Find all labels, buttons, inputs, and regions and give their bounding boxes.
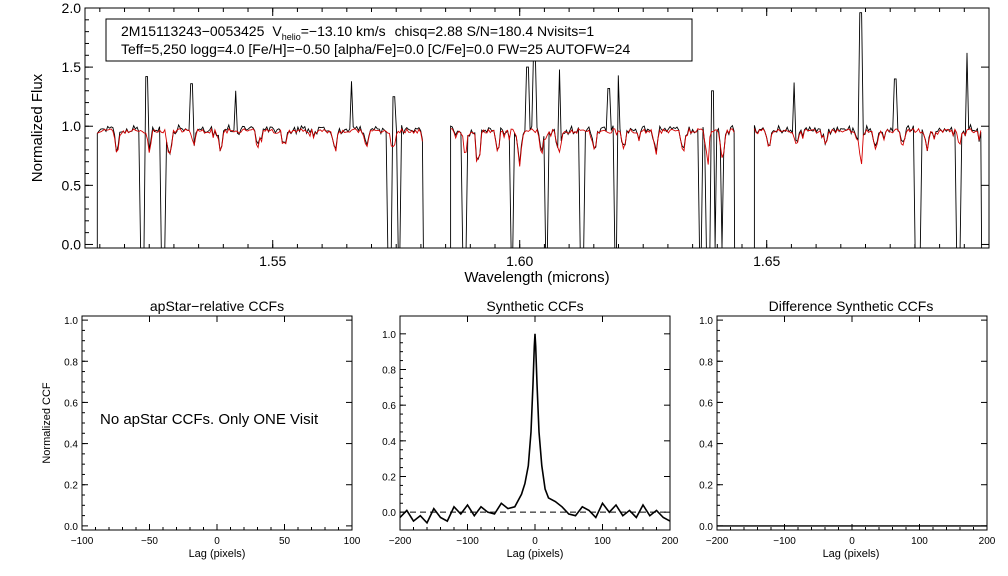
spectrum-xtick-label: 1.55 — [259, 253, 286, 269]
synthetic-ccf-ticks: −200 −100 0 100 200 0.0 0.2 0.4 0.6 0.8 1.0 — [382, 316, 679, 547]
spectrum-panel: 1.55 1.60 1.65 0.0 0.5 1.0 1.5 2.0 2M15113243−0… — [29, 0, 990, 286]
observed-spectrum-detector-3 — [753, 12, 983, 249]
model-spectrum-detector-1 — [97, 127, 423, 155]
spectrum-ticks: 1.55 1.60 1.65 0.0 0.5 1.0 1.5 2.0 — [62, 0, 990, 269]
synthetic-ccf-line-0 — [399, 333, 671, 525]
difference-ccf-xtick-label: −100 — [773, 536, 796, 547]
model-spectrum-detector-2 — [450, 127, 735, 167]
synthetic-ccf-plot-area — [399, 333, 671, 525]
difference-ccf-axes-frame — [716, 315, 988, 531]
difference-ccf-title: Difference Synthetic CCFs — [769, 298, 934, 314]
info-line-2: Teff=5,250 logg=4.0 [Fe/H]=−0.50 [alpha/… — [121, 41, 630, 57]
synthetic-ccf-panel: Synthetic CCFs −200 −100 0 100 200 0.0 0.2 0.4 0… — [382, 298, 679, 560]
spectrum-axes-frame — [84, 7, 990, 249]
difference-ccf-xlabel: Lag (pixels) — [823, 548, 880, 560]
difference-ccf-xtick-label: −200 — [706, 536, 729, 547]
difference-ccf-ytick-label: 0.8 — [699, 357, 713, 368]
synthetic-ccf-ytick-label: 1.0 — [382, 330, 396, 341]
apstar-ccf-ylabel: Normalized CCF — [41, 382, 53, 464]
info-v-sub: helio — [282, 32, 301, 42]
difference-ccf-ticks: −200 −100 0 100 200 0.0 0.2 0.4 0.6 0.8 1.0 — [699, 316, 996, 547]
difference-ccf-ytick-label: 0.0 — [699, 522, 713, 533]
info-star-id: 2M15113243−0053425 — [121, 23, 265, 39]
synthetic-ccf-xtick-label: 200 — [662, 536, 679, 547]
difference-ccf-ytick-label: 0.4 — [699, 440, 713, 451]
spectrum-ytick-label: 1.0 — [62, 118, 82, 134]
synthetic-ccf-xtick-label: 100 — [594, 536, 611, 547]
apstar-ccf-xtick-label: 50 — [279, 536, 291, 547]
difference-ccf-ytick-label: 0.2 — [699, 481, 713, 492]
observed-spectrum-detector-1 — [96, 76, 424, 249]
difference-ccf-ytick-label: 0.6 — [699, 398, 713, 409]
spectrum-xtick-label: 1.65 — [753, 253, 780, 269]
apstar-ccf-ytick-label: 0.0 — [64, 522, 78, 533]
spectrum-xtick-label: 1.60 — [506, 253, 533, 269]
info-v-label: V — [272, 23, 282, 39]
apstar-ccf-ytick-label: 0.2 — [64, 481, 78, 492]
spectrum-ytick-label: 1.5 — [62, 59, 82, 75]
synthetic-ccf-ytick-label: 0.2 — [382, 473, 396, 484]
difference-ccf-xtick-label: 100 — [911, 536, 928, 547]
synthetic-ccf-xtick-label: −100 — [456, 536, 479, 547]
spectrum-ytick-label: 0.0 — [62, 236, 82, 252]
apstar-ccf-xlabel: Lag (pixels) — [189, 548, 246, 560]
synthetic-ccf-ytick-label: 0.8 — [382, 366, 396, 377]
apstar-ccf-ytick-label: 0.4 — [64, 440, 78, 451]
synthetic-ccf-ytick-label: 0.6 — [382, 401, 396, 412]
apstar-ccf-xtick-label: 100 — [344, 536, 361, 547]
spectrum-ylabel: Normalized Flux — [29, 73, 46, 182]
difference-ccf-panel: Difference Synthetic CCFs −200 −100 0 100 20… — [699, 298, 996, 560]
difference-ccf-ytick-label: 1.0 — [699, 316, 713, 327]
apstar-ccf-ticks: −100 −50 0 50 100 0.0 0.2 0.4 0.6 0.8 1.0 — [64, 316, 361, 547]
info-box — [105, 18, 693, 62]
synthetic-ccf-xtick-label: 0 — [532, 536, 538, 547]
apstar-ccf-ytick-label: 1.0 — [64, 316, 78, 327]
observed-spectrum-detector-2 — [450, 52, 736, 249]
spectrum-xlabel: Wavelength (microns) — [464, 269, 609, 286]
spectrum-ytick-label: 2.0 — [62, 0, 82, 16]
synthetic-ccf-xlabel: Lag (pixels) — [507, 548, 564, 560]
apstar-ccf-panel: apStar−relative CCFs −100 −50 0 50 100 0.0 0.2… — [41, 298, 361, 560]
info-line-1: 2M15113243−0053425 Vhelio=−13.10 km/s chis… — [121, 23, 594, 42]
spectrum-plot-area — [96, 12, 983, 249]
apstar-ccf-message: No apStar CCFs. Only ONE Visit — [100, 411, 319, 428]
apstar-ccf-ytick-label: 0.6 — [64, 398, 78, 409]
info-stats: chisq=2.88 S/N=180.4 Nvisits=1 — [395, 23, 595, 39]
synthetic-ccf-xtick-label: −200 — [389, 536, 412, 547]
synthetic-ccf-ytick-label: 0.0 — [382, 508, 396, 519]
apstar-ccf-xtick-label: −100 — [71, 536, 94, 547]
spectrum-ytick-label: 0.5 — [62, 177, 82, 193]
difference-ccf-xtick-label: 0 — [849, 536, 855, 547]
synthetic-ccf-ytick-label: 0.4 — [382, 437, 396, 448]
model-spectrum-detector-3 — [753, 127, 982, 165]
difference-ccf-xtick-label: 200 — [979, 536, 996, 547]
apstar-ccf-title: apStar−relative CCFs — [150, 298, 284, 314]
apstar-ccf-xtick-label: −50 — [141, 536, 158, 547]
apstar-ccf-ytick-label: 0.8 — [64, 357, 78, 368]
apstar-ccf-xtick-label: 0 — [214, 536, 220, 547]
synthetic-ccf-title: Synthetic CCFs — [486, 298, 583, 314]
info-v-value: =−13.10 km/s — [301, 23, 386, 39]
